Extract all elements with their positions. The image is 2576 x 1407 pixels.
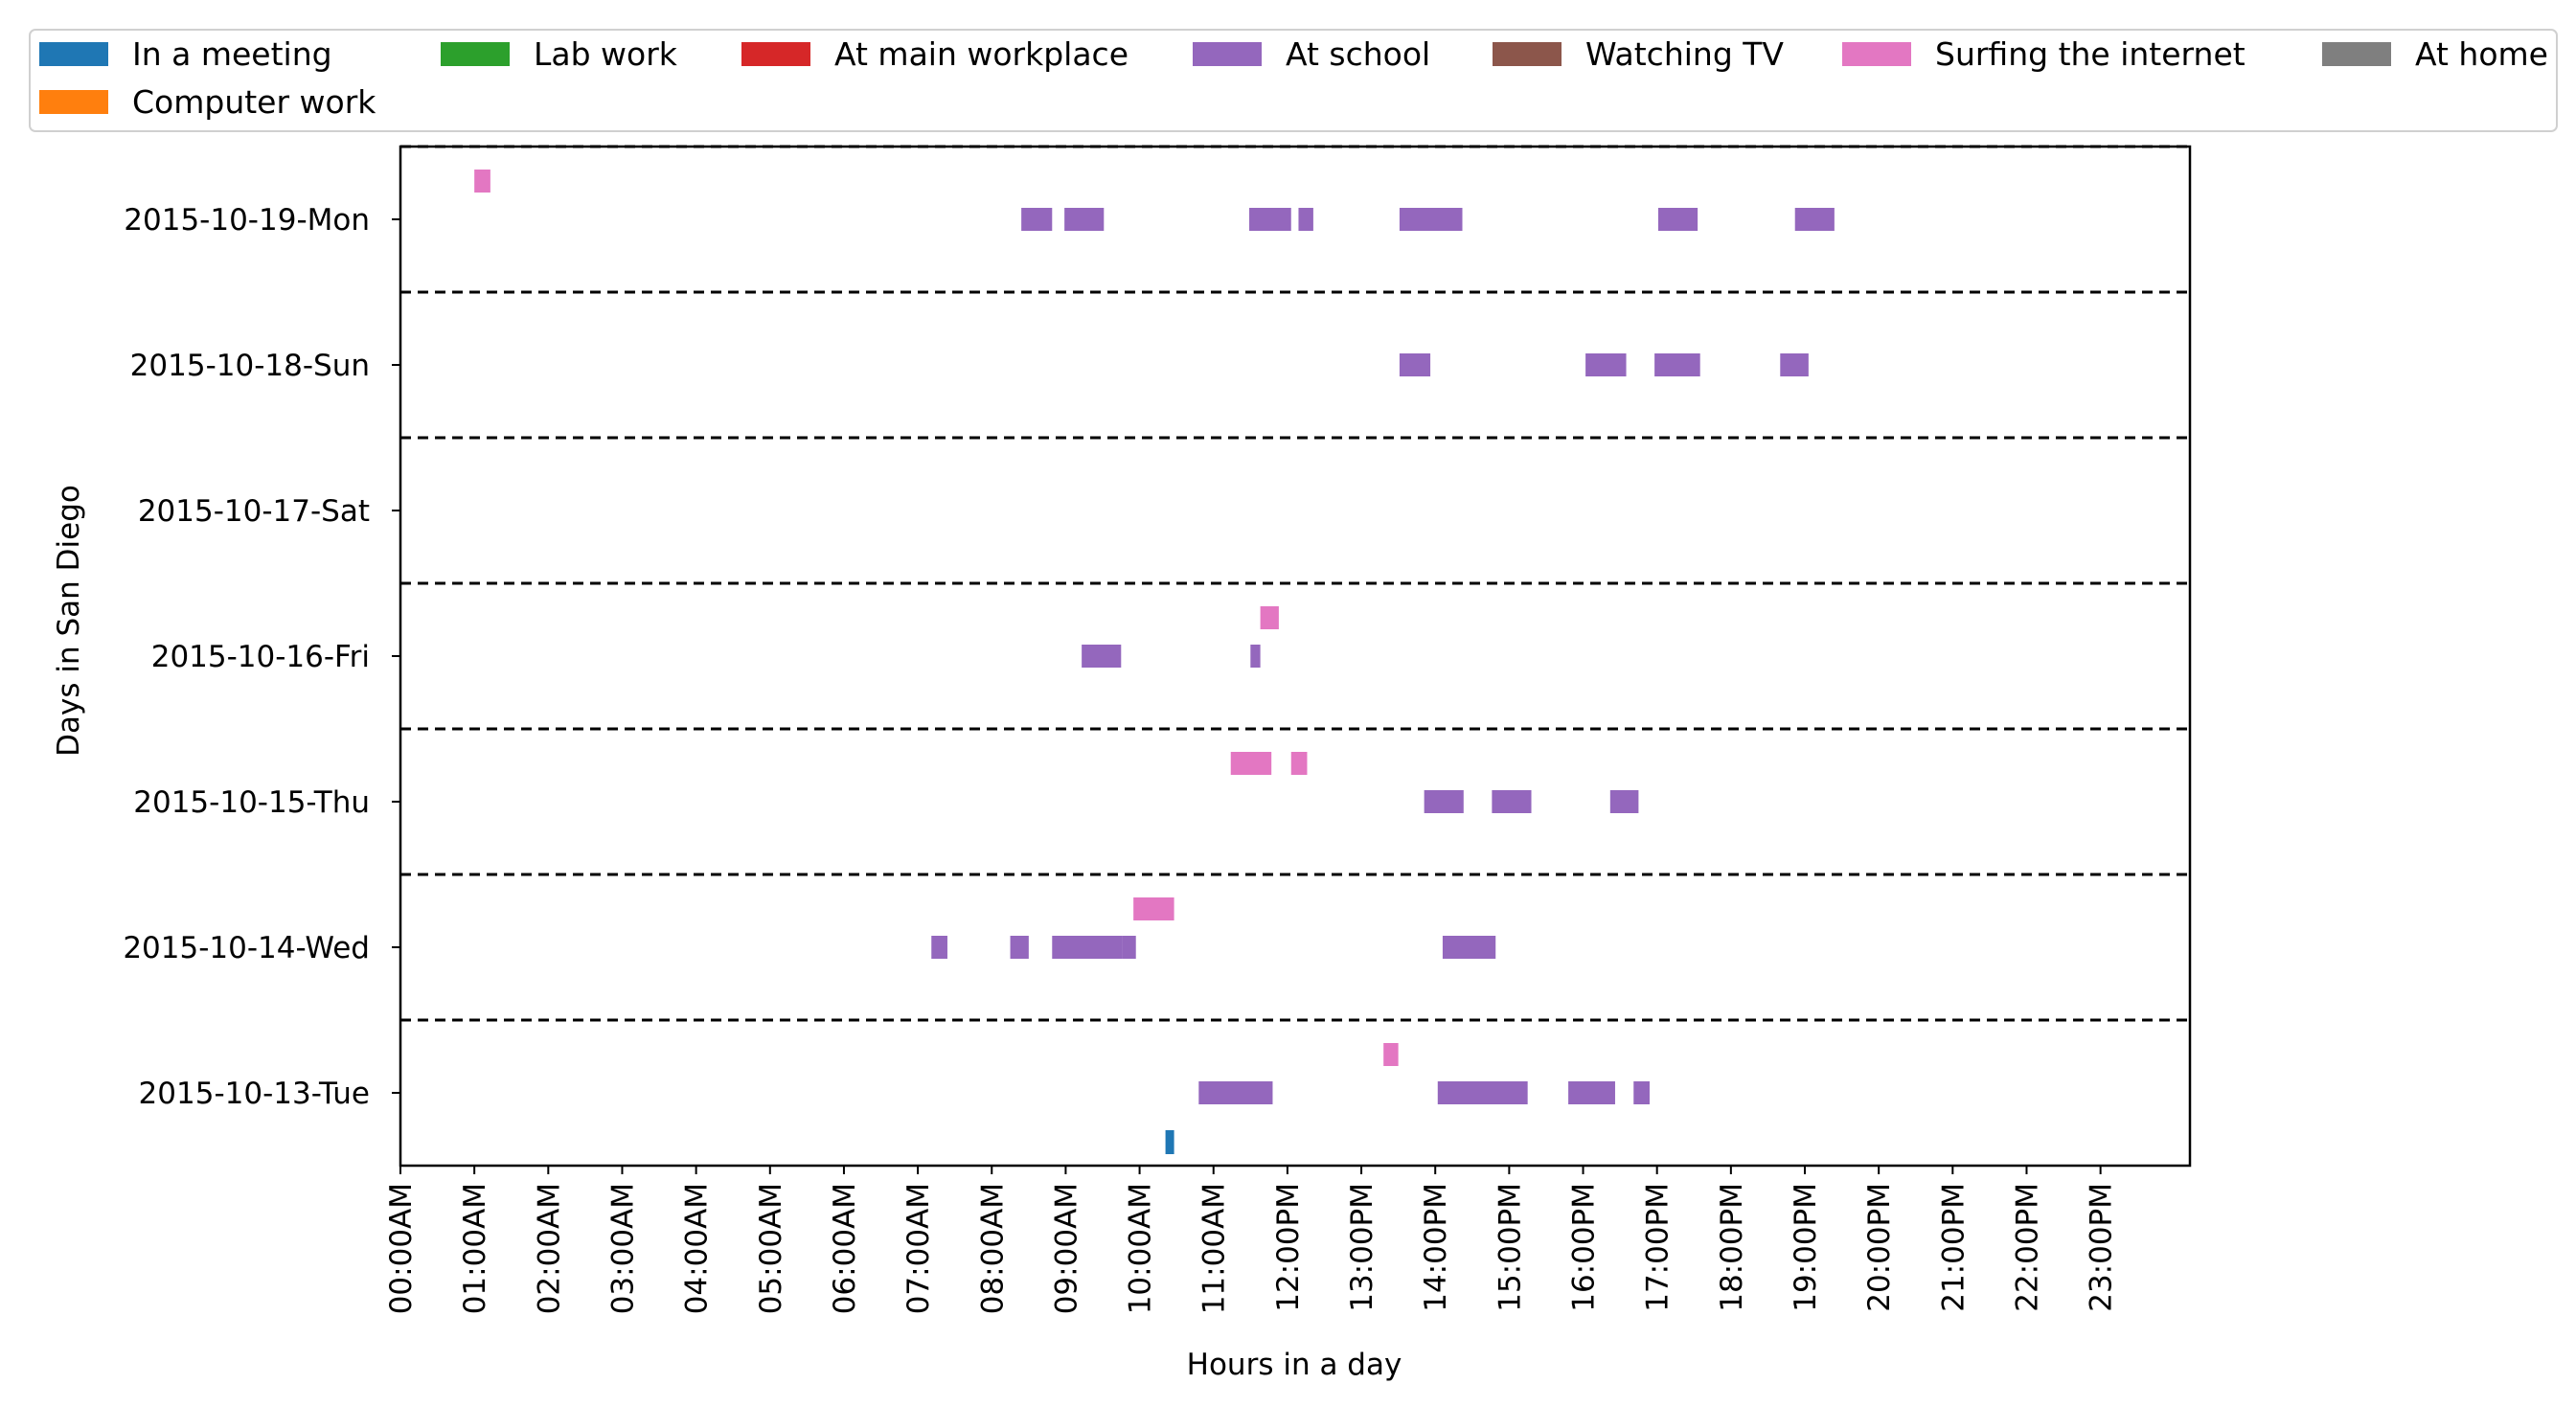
x-tick-label: 17:00PM — [1641, 1183, 1676, 1312]
segment-at-school — [1122, 936, 1136, 959]
segment-at-school — [1052, 936, 1123, 959]
x-tick-label: 08:00AM — [975, 1183, 1010, 1314]
x-tick-label: 05:00AM — [754, 1183, 788, 1314]
segment-at-school — [1082, 645, 1122, 668]
legend-label-at-main-workplace: At main workplace — [834, 35, 1128, 73]
segment-at-school — [1249, 208, 1291, 231]
legend-label-surfing-the-internet: Surfing the internet — [1935, 35, 2245, 73]
segment-surfing-the-internet — [1290, 752, 1308, 775]
segment-at-school — [1492, 790, 1532, 813]
x-tick-label: 09:00AM — [1049, 1183, 1083, 1314]
x-tick-label: 10:00AM — [1124, 1183, 1158, 1314]
segment-at-school — [1633, 1081, 1650, 1104]
x-tick-label: 02:00AM — [532, 1183, 566, 1314]
segment-at-school — [931, 936, 947, 959]
y-axis-title: Days in San Diego — [52, 485, 86, 757]
y-tick-label: 2015-10-17-Sat — [138, 494, 370, 529]
legend-label-computer-work: Computer work — [132, 83, 376, 121]
legend: In a meeting Lab work At main workplace At … — [29, 29, 2558, 132]
segment-at-school — [1442, 936, 1496, 959]
segment-at-school — [1064, 208, 1105, 231]
legend-swatch-at-school — [1193, 42, 1262, 66]
y-tick-label: 2015-10-19-Mon — [124, 203, 370, 238]
legend-box — [29, 29, 2558, 132]
segment-at-school — [1198, 1081, 1273, 1104]
x-tick-label: 23:00PM — [2085, 1183, 2119, 1312]
segment-at-school — [1794, 208, 1835, 231]
x-tick-label: 20:00PM — [1862, 1183, 1897, 1312]
segment-at-school — [1399, 353, 1431, 376]
segment-at-school — [1250, 645, 1261, 668]
legend-swatch-surfing-the-internet — [1842, 42, 1911, 66]
legend-label-at-home: At home — [2415, 35, 2548, 73]
segment-at-school — [1298, 208, 1313, 231]
segment-at-school — [1657, 208, 1698, 231]
plot-frame — [399, 145, 2192, 1168]
x-tick-label: 01:00AM — [458, 1183, 492, 1314]
segment-surfing-the-internet — [1260, 606, 1279, 629]
segment-at-school — [1424, 790, 1464, 813]
x-axis-title: Hours in a day — [1187, 1348, 1402, 1382]
y-tick-label: 2015-10-14-Wed — [123, 931, 370, 965]
x-tick-label: 00:00AM — [384, 1183, 419, 1314]
segment-surfing-the-internet — [1230, 752, 1272, 775]
plot-area — [400, 145, 2190, 1154]
x-tick-label: 11:00AM — [1197, 1183, 1232, 1314]
legend-swatch-watching-tv — [1493, 42, 1562, 66]
segment-at-school — [1780, 353, 1809, 376]
x-tick-label: 12:00PM — [1271, 1183, 1306, 1312]
x-tick-label: 06:00AM — [828, 1183, 862, 1314]
segment-surfing-the-internet — [1383, 1043, 1399, 1066]
x-tick-label: 16:00PM — [1567, 1183, 1602, 1312]
legend-swatch-in-a-meeting — [39, 42, 108, 66]
segment-at-school — [1654, 353, 1700, 376]
x-tick-label: 19:00PM — [1789, 1183, 1823, 1312]
legend-label-in-a-meeting: In a meeting — [132, 35, 332, 73]
segment-at-school — [1437, 1081, 1528, 1104]
axes: 2015-10-19-Mon 2015-10-18-Sun 2015-10-17-S… — [123, 145, 2192, 1314]
y-tick-label: 2015-10-13-Tue — [139, 1077, 370, 1111]
x-tick-label: 14:00PM — [1419, 1183, 1453, 1312]
segment-at-school — [1609, 790, 1639, 813]
x-tick-label: 04:00AM — [680, 1183, 715, 1314]
segment-at-school — [1399, 208, 1463, 231]
segment-surfing-the-internet — [474, 170, 490, 193]
legend-swatch-lab-work — [441, 42, 510, 66]
x-tick-label: 22:00PM — [2010, 1183, 2044, 1312]
x-tick-label: 03:00AM — [605, 1183, 640, 1314]
segment-at-school — [1021, 208, 1053, 231]
segment-at-school — [1010, 936, 1029, 959]
y-tick-label: 2015-10-16-Fri — [151, 640, 370, 674]
segment-at-school — [1568, 1081, 1615, 1104]
x-tick-label: 18:00PM — [1715, 1183, 1749, 1312]
legend-label-lab-work: Lab work — [534, 35, 678, 73]
segment-at-school — [1585, 353, 1627, 376]
legend-label-watching-tv: Watching TV — [1585, 35, 1784, 73]
legend-swatch-computer-work — [39, 90, 108, 114]
segment-surfing-the-internet — [1133, 897, 1174, 920]
y-tick-label: 2015-10-18-Sun — [130, 349, 370, 383]
segment-in-a-meeting — [1165, 1130, 1174, 1154]
y-tick-label: 2015-10-15-Thu — [133, 785, 370, 820]
x-tick-label: 21:00PM — [1936, 1183, 1971, 1312]
legend-label-at-school: At school — [1286, 35, 1430, 73]
x-tick-label: 15:00PM — [1493, 1183, 1527, 1312]
legend-swatch-at-main-workplace — [741, 42, 810, 66]
x-tick-label: 07:00AM — [901, 1183, 936, 1314]
x-tick-label: 13:00PM — [1345, 1183, 1379, 1312]
legend-swatch-at-home — [2322, 42, 2391, 66]
